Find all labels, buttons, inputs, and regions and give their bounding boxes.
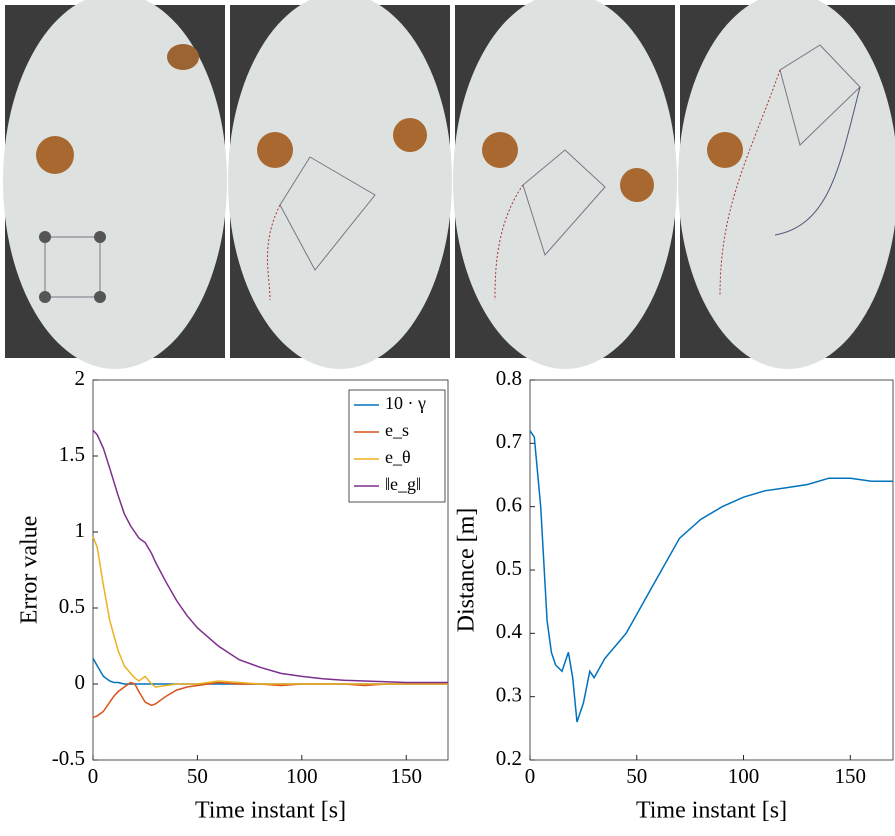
photo	[453, 0, 677, 369]
series-line	[92, 429, 448, 684]
plot-frame	[92, 379, 449, 761]
y-tick-label: -0.5	[52, 746, 85, 770]
y-tick-label: 0.8	[496, 366, 522, 390]
y-tick-label: 0.2	[496, 746, 522, 770]
x-tick-label: 50	[626, 764, 647, 788]
y-tick-label: 0.4	[496, 619, 523, 643]
legend-box	[348, 389, 446, 503]
photo	[3, 0, 227, 369]
photo-strip	[3, 0, 895, 369]
y-axis-label: Error value	[17, 516, 43, 625]
series-line	[92, 681, 448, 719]
plot-frame	[529, 379, 894, 761]
x-tick-label: 100	[286, 764, 318, 788]
legend-label: ‖e_g‖	[385, 474, 421, 494]
y-tick-label: 0	[75, 670, 86, 694]
legend-label: e_θ	[385, 447, 411, 467]
y-axis-label: Distance [m]	[454, 508, 480, 633]
legend-label: e_s	[385, 420, 409, 440]
y-tick-label: 0.3	[496, 682, 522, 706]
legend-label: 10 · γ	[385, 393, 426, 413]
x-axis-label: Time instant [s]	[195, 798, 346, 824]
x-axis-label: Time instant [s]	[636, 798, 787, 824]
y-tick-label: 0.6	[496, 492, 522, 516]
series-line	[529, 430, 893, 723]
y-tick-label: 1.5	[59, 442, 85, 466]
y-tick-label: 0.5	[496, 556, 522, 580]
x-tick-label: 100	[728, 764, 760, 788]
photo	[678, 0, 895, 369]
y-tick-label: 0.7	[496, 429, 522, 453]
y-tick-label: 0.5	[59, 594, 85, 618]
y-tick-label: 2	[75, 366, 86, 390]
x-tick-label: 0	[525, 764, 536, 788]
x-tick-label: 50	[187, 764, 208, 788]
photo	[228, 0, 452, 369]
series-line	[92, 536, 448, 688]
x-tick-label: 150	[390, 764, 422, 788]
x-tick-label: 0	[88, 764, 99, 788]
x-tick-label: 150	[835, 764, 867, 788]
y-tick-label: 1	[75, 518, 86, 542]
